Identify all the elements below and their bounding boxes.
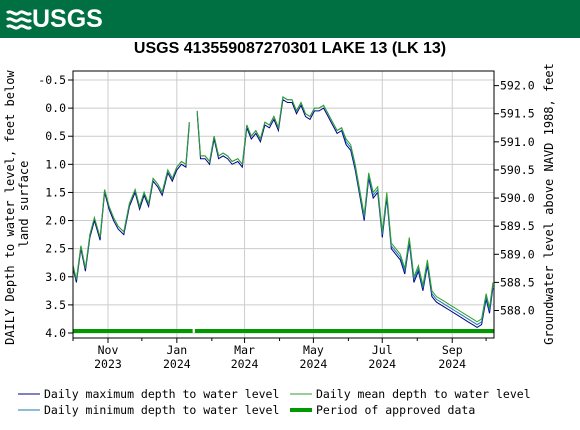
y2-tick-label: 591.5: [500, 107, 535, 121]
y-tick-label: 4.0: [45, 326, 66, 340]
y-tick-label: 0.0: [45, 101, 66, 115]
y2-tick-label: 592.0: [500, 79, 535, 93]
chart-title: USGS 413559087270301 LAKE 13 (LK 13): [133, 40, 447, 57]
y2-tick-label: 589.0: [500, 247, 535, 261]
y2-axis-label: Groundwater level above NAVD 1988, feet: [542, 63, 556, 345]
legend: Daily maximum depth to water level Daily …: [18, 387, 531, 417]
series-line-1: [196, 98, 494, 328]
plot-frame: [72, 70, 495, 339]
x-tick-month: Jul: [372, 343, 393, 357]
y-axis-right: 592.0 591.5 591.0 590.5 590.0 589.5 589.0 588.5…: [494, 79, 535, 318]
usgs-logo-text: USGS: [32, 5, 103, 33]
y-axis-label: DAILY Depth to water level, feet below l…: [3, 63, 31, 345]
usgs-wave-icon: [6, 10, 32, 30]
y2-tick-label: 590.0: [500, 191, 535, 205]
y-tick-label: 1.0: [45, 157, 66, 171]
x-tick-month: Nov: [98, 343, 119, 357]
y2-tick-label: 588.0: [500, 304, 535, 318]
y-tick-label: 2.5: [45, 242, 66, 256]
y-tick-label: 1.5: [45, 185, 66, 199]
x-axis: Nov2023Jan2024Mar2024May2024Jul2024Sep20…: [72, 338, 487, 371]
y-axis-label-line1: DAILY Depth to water level, feet below: [3, 70, 17, 345]
series-layer: [72, 96, 494, 328]
legend-label: Daily maximum depth to water level: [44, 387, 279, 401]
usgs-banner: USGS: [0, 0, 580, 38]
y2-tick-label: 591.0: [500, 135, 535, 149]
x-tick-year: 2024: [438, 357, 466, 371]
x-tick-month: Sep: [442, 343, 463, 357]
grid: [73, 71, 494, 338]
y2-tick-label: 589.5: [500, 219, 535, 233]
y2-tick-label: 588.5: [500, 275, 535, 289]
series-line-1: [72, 124, 190, 283]
series-line-3: [196, 96, 494, 323]
y-tick-label: 2.0: [45, 214, 66, 228]
x-tick-year: 2024: [231, 357, 259, 371]
series-line-2: [196, 96, 494, 326]
y-axis-left: -0.5 0.0 0.5 1.0 1.5 2.0 2.5 3.0 3.5 4.0: [38, 73, 73, 340]
x-tick-year: 2024: [300, 357, 328, 371]
series-line-3: [72, 122, 190, 280]
x-tick-year: 2023: [94, 357, 122, 371]
legend-label: Period of approved data: [316, 403, 475, 417]
y-axis-label-line2: land surface: [17, 161, 31, 248]
x-tick-month: May: [303, 343, 324, 357]
x-tick-year: 2024: [368, 357, 396, 371]
legend-label: Daily mean depth to water level: [316, 387, 531, 401]
y-tick-label: 0.5: [45, 129, 66, 143]
x-tick-year: 2024: [163, 357, 191, 371]
y-tick-label: 3.0: [45, 270, 66, 284]
y-tick-label: -0.5: [38, 73, 66, 87]
x-tick-month: Mar: [234, 343, 255, 357]
y-tick-label: 3.5: [45, 298, 66, 312]
y2-tick-label: 590.5: [500, 163, 535, 177]
x-tick-month: Jan: [166, 343, 187, 357]
legend-label: Daily minimum depth to water level: [44, 403, 279, 417]
